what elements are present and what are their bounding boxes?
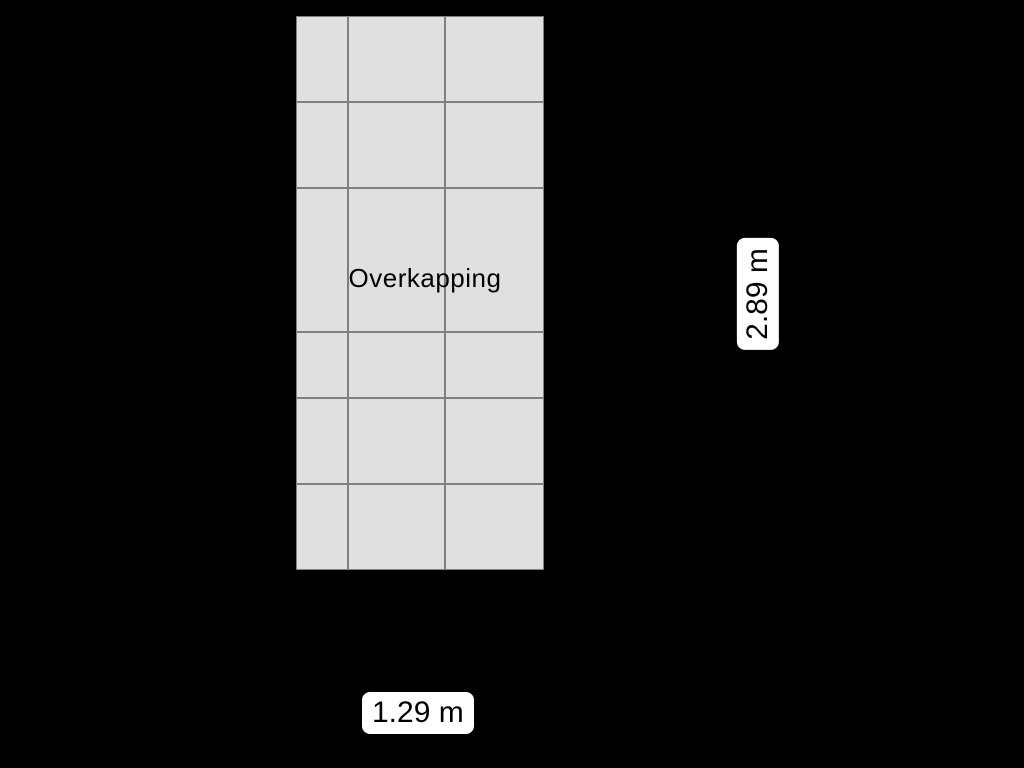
tile-cell [445, 16, 544, 102]
tile-cell [296, 16, 348, 102]
width-dimension-label: 1.29 m [362, 692, 474, 734]
width-tick [543, 597, 546, 620]
width-axis [296, 607, 544, 610]
overlap-rectangle: Overkapping [296, 16, 544, 570]
height-tick [583, 15, 606, 18]
rectangle-label: Overkapping [340, 263, 510, 294]
tile-cell [445, 484, 544, 570]
tile-cell [348, 102, 445, 188]
height-axis [593, 16, 596, 570]
tile-cell [296, 102, 348, 188]
tile-cell [296, 484, 348, 570]
tile-cell [296, 332, 348, 398]
tile-cell [445, 102, 544, 188]
width-tick [295, 597, 298, 620]
height-tick [583, 569, 606, 572]
tile-cell [348, 16, 445, 102]
tile-cell [348, 484, 445, 570]
tile-cell [445, 398, 544, 484]
tile-cell [348, 398, 445, 484]
tile-cell [296, 398, 348, 484]
tile-cell [445, 332, 544, 398]
tile-cell [348, 188, 445, 332]
tile-cell [348, 332, 445, 398]
tile-cell [445, 188, 544, 332]
tile-cell [296, 188, 348, 332]
height-dimension-label: 2.89 m [737, 238, 779, 350]
